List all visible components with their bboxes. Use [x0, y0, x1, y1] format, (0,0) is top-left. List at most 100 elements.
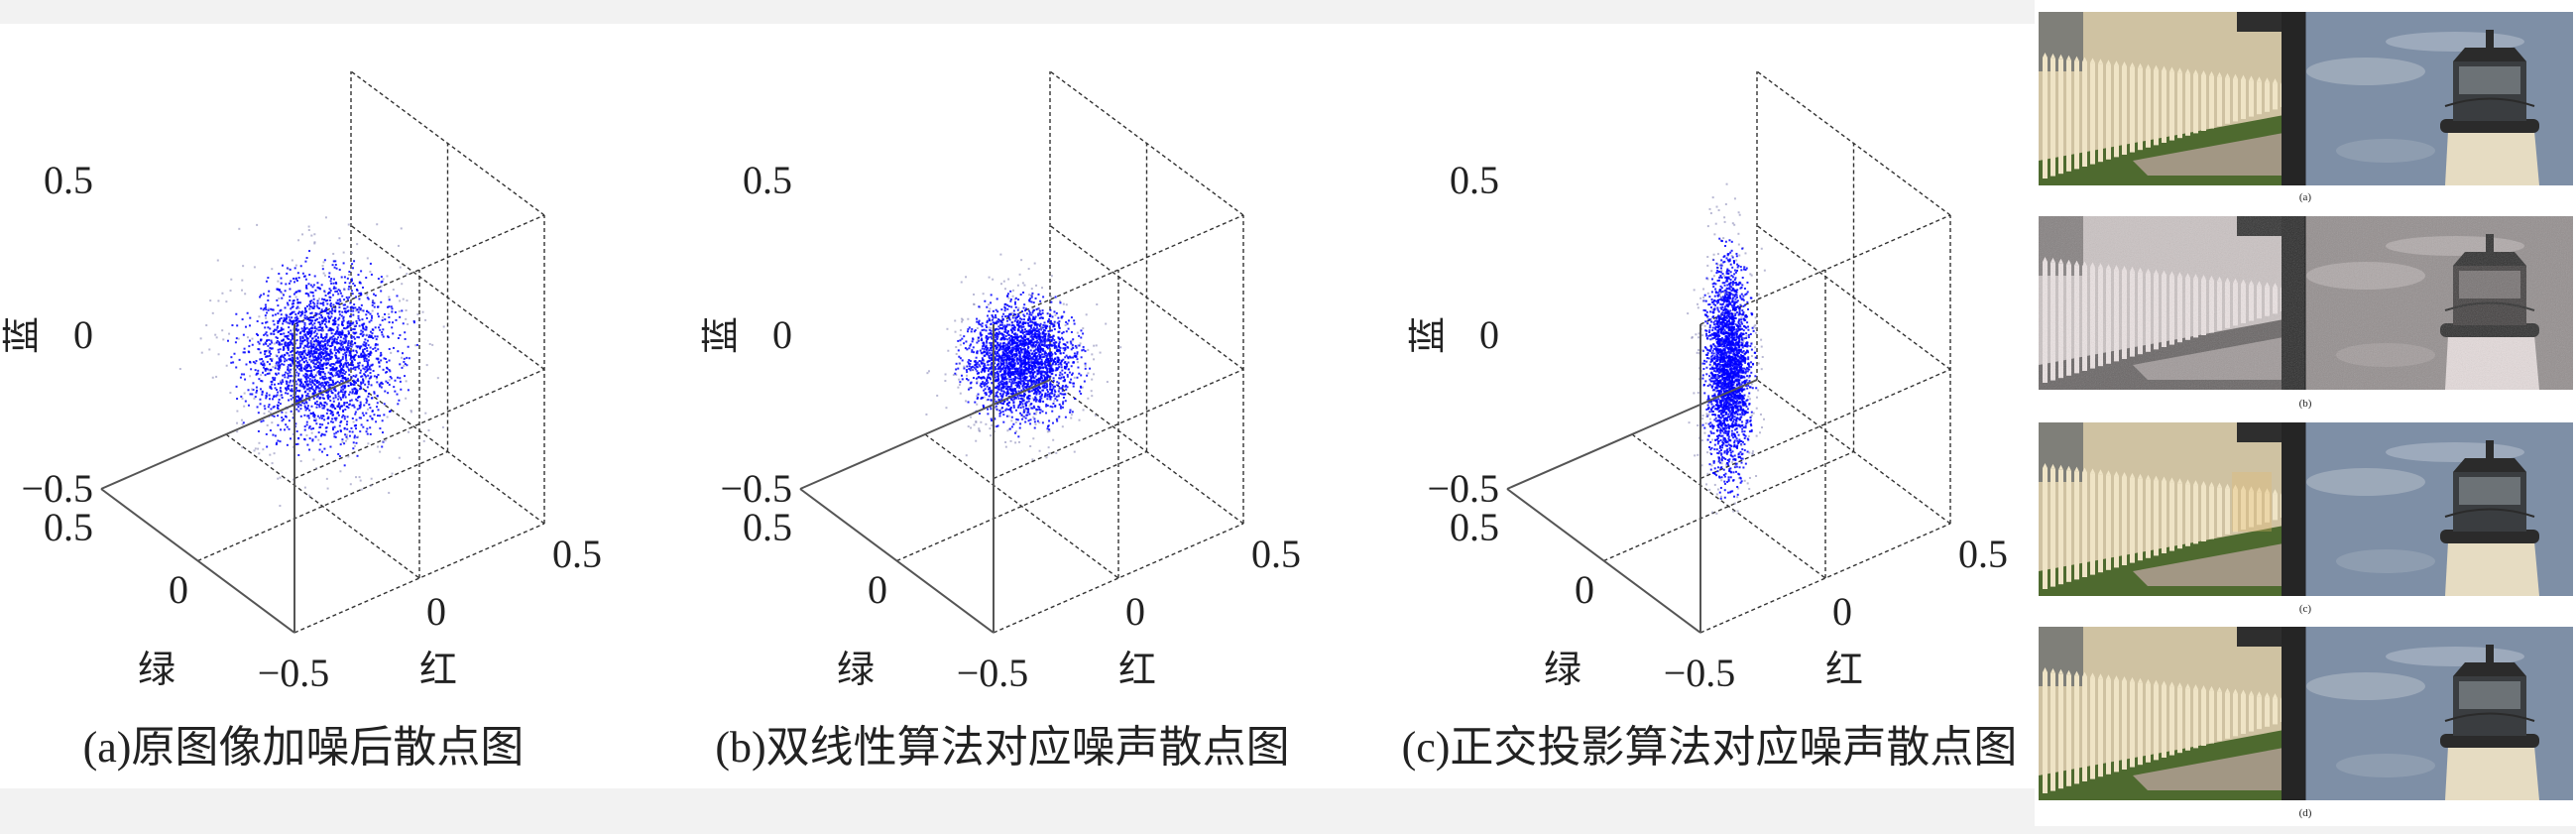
scatter-point — [343, 373, 346, 376]
scatter-point — [304, 359, 307, 362]
scatter-point — [308, 319, 311, 322]
scatter-point — [996, 396, 999, 399]
scatter-point — [339, 470, 342, 473]
scatter-point — [262, 371, 265, 374]
scatter-point — [994, 379, 996, 382]
scatter-point — [297, 351, 300, 354]
scatter-point — [1067, 319, 1070, 322]
scatter-point — [282, 338, 285, 341]
scatter-point — [1030, 364, 1033, 367]
scatter-point — [1056, 419, 1059, 422]
scatter-point — [1030, 370, 1033, 373]
scatter-point — [1007, 278, 1010, 281]
scatter-point — [986, 340, 989, 343]
scatter-point — [215, 336, 218, 339]
scatter-point — [285, 412, 288, 415]
scatter-point — [349, 483, 352, 486]
scatter-point — [357, 355, 360, 358]
scatter-point — [311, 306, 314, 309]
scatter-point — [1041, 316, 1044, 319]
scatter-point — [326, 381, 329, 384]
scatter-point — [394, 310, 397, 313]
scatter-point — [990, 359, 993, 362]
scatter-point — [341, 329, 344, 332]
scatter-point — [331, 366, 334, 369]
scatter-point — [412, 321, 415, 324]
scatter-point — [369, 407, 372, 410]
scatter-point — [377, 348, 380, 351]
scatter-point — [1057, 390, 1060, 393]
scatter-point — [382, 278, 385, 281]
scatter-point — [278, 319, 281, 322]
scatter-point — [998, 367, 1001, 370]
scatter-point — [252, 389, 255, 392]
scatter-point — [388, 383, 391, 386]
scatter-point — [1011, 391, 1014, 394]
scatter-point — [1039, 412, 1042, 415]
scatter-point — [961, 359, 964, 362]
scatter-point — [1008, 323, 1011, 326]
scatter-point — [373, 305, 376, 308]
scatter-point — [421, 310, 424, 313]
scatter-point — [983, 383, 986, 386]
scatter-point — [1061, 425, 1064, 428]
scatter-point — [400, 356, 403, 359]
scatter-point — [330, 336, 333, 339]
scatter-point — [341, 357, 344, 360]
scatter-point — [343, 404, 346, 407]
scatter-point — [436, 377, 439, 380]
scatter-point — [353, 436, 356, 439]
scatter-point — [990, 326, 993, 329]
scatter-point — [356, 408, 359, 411]
scatter-point — [295, 430, 298, 433]
scatter-point — [1017, 312, 1020, 315]
scatter-point — [987, 314, 990, 317]
scatter-point — [332, 328, 335, 331]
scatter-point — [277, 304, 280, 307]
scatter-point — [332, 406, 335, 409]
gridline-green-0-floor — [896, 450, 1147, 562]
scatter-point — [305, 423, 308, 426]
scatter-point — [1014, 297, 1017, 299]
scatter-point — [368, 367, 371, 370]
scatter-point — [1037, 368, 1040, 371]
scatter-point — [350, 426, 353, 429]
scatter-point — [983, 344, 986, 347]
scatter-point — [1096, 303, 1099, 306]
scatter-point — [304, 333, 307, 336]
scatter-point — [986, 319, 989, 322]
scatter-point — [1052, 379, 1055, 382]
scatter-point — [1034, 400, 1037, 403]
scatter-point — [1029, 324, 1032, 327]
scatter-point — [379, 427, 382, 430]
scatter-point — [1054, 341, 1057, 344]
scatter-point — [1044, 329, 1047, 332]
scatter-point — [988, 388, 991, 391]
scatter-point — [296, 395, 299, 398]
scatter-point — [279, 348, 282, 351]
scatter-point — [294, 388, 297, 391]
scatter-point — [328, 276, 331, 279]
scatter-point — [1064, 324, 1067, 327]
scatter-point — [987, 375, 990, 378]
scatter-point — [344, 396, 347, 399]
scatter-point — [300, 369, 303, 372]
scatter-point — [351, 388, 354, 391]
scatter-point — [308, 425, 311, 428]
scatter-point — [304, 278, 307, 281]
scatter-point — [1022, 376, 1025, 379]
scatter-point — [314, 388, 317, 391]
scatter-point — [369, 415, 372, 417]
scatter-point — [981, 347, 984, 350]
scatter-point — [1018, 356, 1021, 359]
scatter-point — [349, 342, 352, 345]
scatter-point — [299, 342, 302, 345]
scatter-point — [288, 399, 291, 402]
scatter-point — [1049, 370, 1052, 373]
scatter-point — [1095, 344, 1098, 347]
scatter-point — [287, 341, 290, 344]
scatter-point — [402, 298, 405, 300]
scatter-point — [988, 391, 991, 394]
scatter-point — [312, 301, 315, 304]
scatter-point — [353, 406, 356, 409]
